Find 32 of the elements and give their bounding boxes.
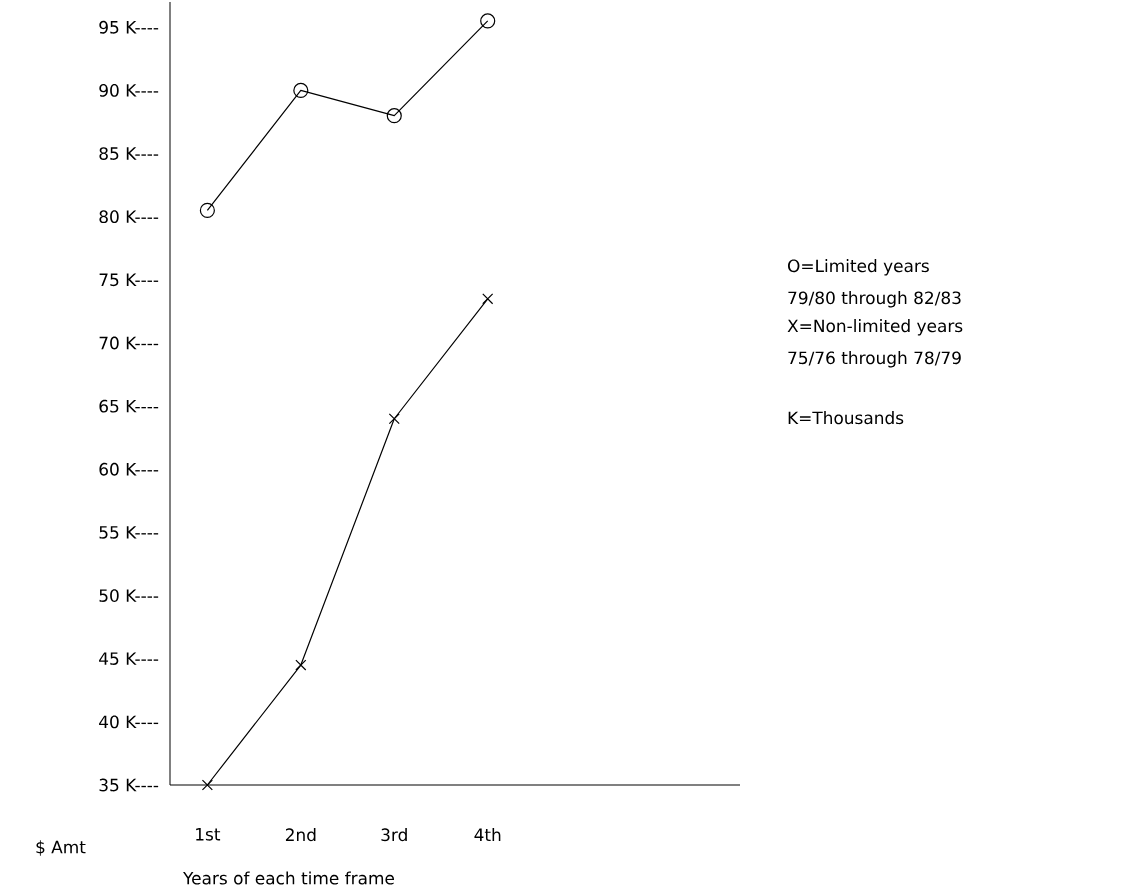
point bbox=[386, 108, 402, 124]
point bbox=[482, 293, 494, 305]
text: X=Non-limited years bbox=[787, 319, 963, 336]
y-tick-label: 45 K---- bbox=[99, 652, 159, 666]
point bbox=[388, 413, 400, 425]
y-tick-label: 75 K---- bbox=[99, 273, 159, 287]
point bbox=[201, 779, 213, 791]
y-tick-label: 35 K---- bbox=[99, 778, 159, 792]
x-axis-title: Years of each time frame bbox=[183, 871, 395, 885]
x-tick-label: 2nd bbox=[285, 828, 316, 842]
text: 75/76 through 78/79 bbox=[788, 351, 961, 368]
point bbox=[199, 202, 215, 218]
y-tick-label: 80 K---- bbox=[99, 210, 159, 224]
y-tick-label: 55 K---- bbox=[99, 526, 159, 539]
x-tick-label: 3rd bbox=[381, 828, 407, 842]
y-tick-label: 65 K---- bbox=[99, 399, 159, 413]
text: O=Limited years bbox=[787, 259, 929, 276]
y-tick-label: 50 K---- bbox=[99, 589, 159, 602]
point bbox=[480, 13, 496, 29]
text: K=Thousands bbox=[788, 411, 904, 425]
y-tick-label: 40 K---- bbox=[99, 715, 159, 729]
x-tick-label: 4th bbox=[474, 828, 501, 841]
x-tick-label: 1st bbox=[196, 828, 221, 841]
y-tick-label: 70 K---- bbox=[99, 336, 159, 350]
y-tick-label: 85 K---- bbox=[99, 147, 159, 160]
point bbox=[293, 82, 309, 98]
text: 79/80 through 82/83 bbox=[788, 291, 961, 308]
point bbox=[295, 659, 307, 671]
y-tick-label: 95 K---- bbox=[99, 20, 159, 34]
y-tick-label: 90 K---- bbox=[99, 84, 159, 97]
y-tick-label: 60 K---- bbox=[99, 462, 159, 476]
y-axis-title: $ Amt bbox=[36, 840, 86, 856]
